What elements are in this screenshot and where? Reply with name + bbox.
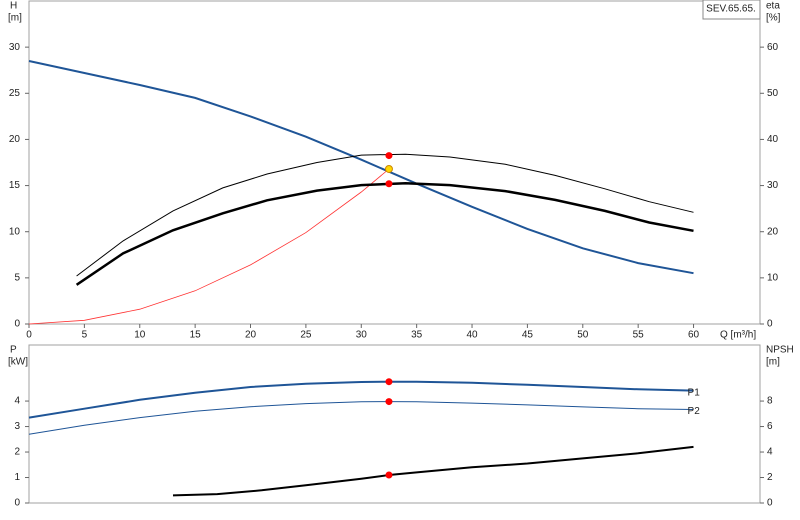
x-tick-label: 30 [356,330,368,341]
y2-tick-label: 10 [767,272,779,283]
x-tick-label: 0 [26,330,32,341]
x-tick-label: 55 [633,330,645,341]
y-axis-unit: [kW] [8,357,28,368]
y2-tick-label: 6 [767,421,773,432]
title-box [702,0,761,20]
y2-axis-unit: [%] [766,13,781,24]
plot-frame [28,0,761,325]
y2-tick-label: 2 [767,472,773,483]
curve-label: P1 [688,387,701,398]
operating-point [385,152,393,160]
chart-title: SEV.65.65. [706,4,756,15]
plot-frame [28,344,761,504]
curve-label: P2 [688,406,701,417]
y2-tick-label: 8 [767,396,773,407]
y-tick-label: 0 [14,498,20,509]
x-tick-label: 40 [466,330,478,341]
curve [28,380,694,419]
y2-tick-label: 0 [767,498,773,509]
y-tick-label: 20 [9,134,21,145]
x-tick-label: 45 [522,330,534,341]
x-tick-label: 20 [245,330,257,341]
y-tick-label: 0 [14,319,20,330]
y2-axis-label: eta [766,1,780,12]
curve [28,168,390,325]
x-tick-label: 15 [190,330,202,341]
y-axis-label: P [10,345,17,356]
curve [75,182,694,286]
y2-tick-label: 50 [767,88,779,99]
y-tick-label: 4 [14,396,20,407]
y-tick-label: 30 [9,42,21,53]
curve [28,401,694,435]
y2-tick-label: 4 [767,447,773,458]
operating-point [385,398,393,406]
operating-point [385,471,393,479]
y2-tick-label: 20 [767,226,779,237]
y2-axis-label: NPSH [766,345,794,356]
y2-tick-label: 40 [767,134,779,145]
x-tick-label: 60 [688,330,700,341]
y-tick-label: 15 [9,180,21,191]
x-tick-label: 50 [577,330,589,341]
y-tick-label: 5 [14,272,20,283]
y2-tick-label: 0 [767,319,773,330]
y-tick-label: 3 [14,421,20,432]
y-tick-label: 2 [14,447,20,458]
y-tick-label: 1 [14,472,20,483]
curve [172,445,694,497]
operating-point [385,180,393,188]
x-tick-label: 5 [82,330,88,341]
curve [28,60,694,275]
y-axis-label: H [10,1,17,12]
y-tick-label: 10 [9,226,21,237]
y-tick-label: 25 [9,88,21,99]
x-axis-label: Q [m³/h] [720,330,756,341]
x-tick-label: 25 [300,330,312,341]
x-tick-label: 35 [411,330,423,341]
x-tick-label: 10 [134,330,146,341]
y2-tick-label: 30 [767,180,779,191]
operating-point [384,164,393,173]
y2-axis-unit: [m] [766,357,780,368]
curve [76,153,694,277]
y2-tick-label: 60 [767,42,779,53]
y-axis-unit: [m] [8,13,22,24]
operating-point [385,378,393,386]
